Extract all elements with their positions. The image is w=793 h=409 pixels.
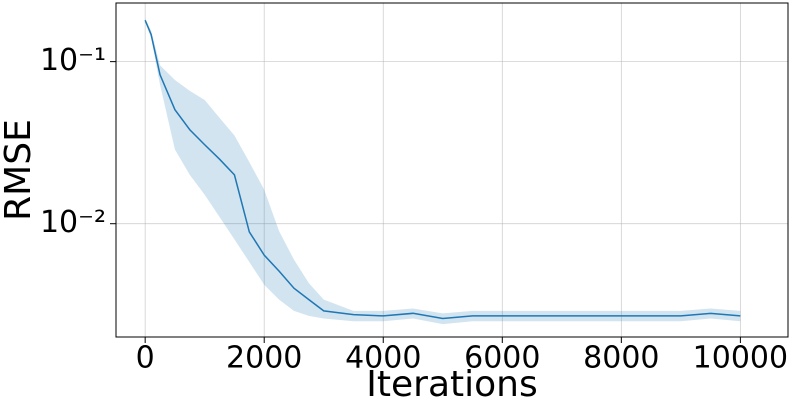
confidence-band [145,18,741,325]
x-tick-label: 6000 [464,341,540,376]
y-axis-label: RMSE [0,119,39,221]
x-tick-label: 2000 [226,341,302,376]
x-tick-label: 0 [136,341,155,376]
x-tick-label: 4000 [345,341,421,376]
line [144,19,741,320]
y-tick-label: 10⁻¹ [40,43,106,78]
x-tick-label: 10000 [693,341,788,376]
plot-frame [115,2,789,338]
x-tick-label: 8000 [583,341,659,376]
x-axis-label: Iterations [366,364,537,405]
y-tick-label: 10⁻² [40,205,106,240]
